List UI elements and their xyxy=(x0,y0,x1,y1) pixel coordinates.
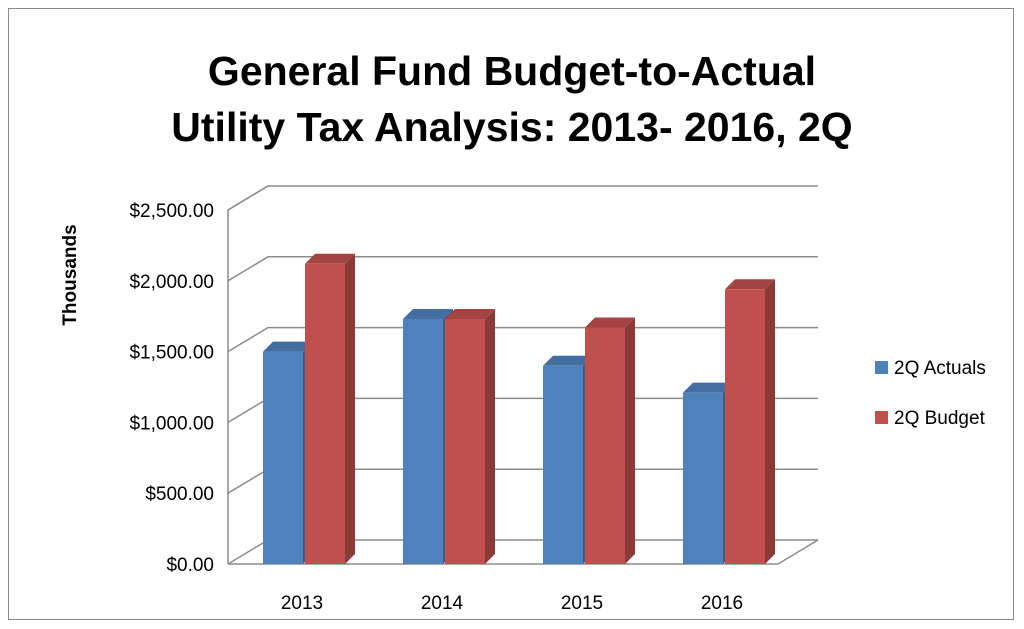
bar-front xyxy=(445,319,485,564)
bar-side xyxy=(485,309,495,564)
side-wall xyxy=(227,185,269,564)
bar-side xyxy=(765,279,775,564)
x-tick-label: 2014 xyxy=(421,593,464,614)
bar-top xyxy=(585,317,635,328)
bars xyxy=(263,253,775,565)
bar-front xyxy=(403,319,443,564)
legend-label: 2Q Budget xyxy=(894,408,986,429)
y-tick-label: $500.00 xyxy=(145,484,214,505)
bar-2q-budget-2013 xyxy=(305,253,355,565)
bar-top xyxy=(683,382,733,393)
legend-swatch xyxy=(875,361,888,374)
bar-side xyxy=(625,317,635,564)
legend-swatch xyxy=(875,411,888,424)
bar-front xyxy=(543,365,583,564)
chart-frame: General Fund Budget-to-Actual Utility Ta… xyxy=(8,8,1014,620)
x-tick-label: 2015 xyxy=(561,593,603,614)
chart-title-line-2: Utility Tax Analysis: 2013- 2016, 2Q xyxy=(171,104,853,150)
gridline xyxy=(227,256,818,282)
bar-top xyxy=(543,355,593,366)
y-tick-label: $1,000.00 xyxy=(129,413,214,434)
bar-side xyxy=(345,253,355,565)
y-tick-label: $2,500.00 xyxy=(129,201,214,222)
y-tick-labels: $0.00 $500.00 $1,000.00 $1,500.00 $2,000.00 $… xyxy=(129,201,214,576)
chart-title: General Fund Budget-to-Actual Utility Ta… xyxy=(9,43,1015,155)
bar-front xyxy=(263,351,303,564)
bar-2q-budget-2014 xyxy=(445,309,495,564)
bar-front xyxy=(585,327,625,564)
x-tick-labels: 2013 2014 2015 2016 xyxy=(281,593,743,614)
bar-top xyxy=(263,341,313,352)
y-axis-title: Thousands xyxy=(60,224,81,325)
gridline xyxy=(227,185,818,211)
legend-label: 2Q Actuals xyxy=(894,358,986,379)
bar-front xyxy=(683,392,723,564)
bar-2q-budget-2016 xyxy=(725,279,775,564)
bar-top xyxy=(403,309,453,320)
bar-top xyxy=(445,309,495,320)
x-tick-label: 2016 xyxy=(701,593,743,614)
y-tick-label: $1,500.00 xyxy=(129,343,214,364)
bar-2q-budget-2015 xyxy=(585,317,635,564)
chart-title-line-1: General Fund Budget-to-Actual xyxy=(207,48,817,94)
bar-top xyxy=(305,253,355,264)
x-tick-label: 2013 xyxy=(281,593,323,614)
legend: 2Q Actuals 2Q Budget xyxy=(875,358,986,429)
bar-front xyxy=(725,289,765,564)
bar-front xyxy=(305,263,345,564)
bar-top xyxy=(725,279,775,290)
y-tick-label: $0.00 xyxy=(166,555,214,576)
y-tick-label: $2,000.00 xyxy=(129,272,214,293)
